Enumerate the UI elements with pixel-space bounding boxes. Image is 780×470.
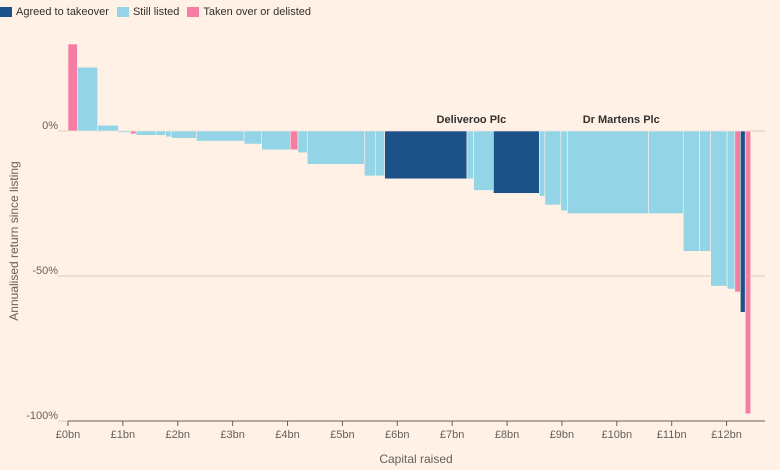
bar-still-listed <box>170 130 197 139</box>
annotation-deliveroo-plc: Deliveroo Plc <box>437 114 507 126</box>
bar-still-listed <box>682 130 700 252</box>
bar-still-listed <box>364 130 376 177</box>
x-tick-label: £3bn <box>220 429 244 441</box>
annotation-dr-martens-plc: Dr Martens Plc <box>583 114 660 126</box>
legend-label-still-listed: Still listed <box>132 6 180 18</box>
bar-still-listed <box>544 130 562 206</box>
y-tick-label: 0% <box>42 120 58 132</box>
bar-taken-over-or-delisted <box>744 130 752 415</box>
bar-still-listed <box>306 130 365 165</box>
bar-still-listed <box>77 66 98 132</box>
x-tick-label: £6bn <box>385 429 409 441</box>
bar-taken-over-or-delisted <box>734 130 741 293</box>
bar-agreed-to-takeover <box>493 130 540 194</box>
x-axis-title: Capital raised <box>379 452 452 466</box>
bar-still-listed <box>473 130 494 191</box>
x-tick-label: £1bn <box>111 429 135 441</box>
x-tick-label: £2bn <box>166 429 190 441</box>
legend-swatch-still-listed <box>116 7 129 17</box>
x-tick-label: £5bn <box>330 429 354 441</box>
bar-still-listed <box>726 130 736 290</box>
y-tick-label: -100% <box>26 410 58 422</box>
bar-still-listed <box>699 130 711 252</box>
bar-still-listed <box>97 124 119 132</box>
bar-still-listed <box>155 130 166 136</box>
bar-still-listed <box>118 130 131 133</box>
annotations-group: Deliveroo Plc Dr Martens Plc <box>437 114 660 126</box>
bar-still-listed <box>710 130 728 287</box>
legend-label-taken-over-or-delisted: Taken over or delisted <box>203 6 312 18</box>
legend-item-agreed-to-takeover: Agreed to takeover <box>0 6 109 18</box>
x-tick-label: £8bn <box>495 429 519 441</box>
x-tick-label: £10bn <box>602 429 633 441</box>
bars-group <box>67 43 752 415</box>
bar-still-listed <box>243 130 263 145</box>
x-tick-label: £7bn <box>440 429 464 441</box>
y-tick-label: -50% <box>32 265 58 277</box>
bar-still-listed <box>560 130 568 212</box>
bar-still-listed <box>539 130 546 197</box>
bar-still-listed <box>165 130 172 138</box>
bar-still-listed <box>466 130 474 180</box>
chart-legend: Agreed to takeover Still listed Taken ov… <box>0 6 311 18</box>
legend-item-still-listed: Still listed <box>116 6 180 18</box>
legend-swatch-agreed-to-takeover <box>0 7 12 17</box>
x-tick-label: £0bn <box>56 429 80 441</box>
bar-still-listed <box>567 130 649 214</box>
y-axis-title: Annualised return since listing <box>7 161 21 320</box>
bar-still-listed <box>135 130 157 136</box>
axes-group: £0bn £1bn £2bn £3bn £4bn £5bn £6bn £7bn £8bn £9bn… <box>56 420 765 441</box>
legend-swatch-taken-over-or-delisted <box>187 7 200 17</box>
bar-still-listed <box>375 130 385 177</box>
bar-taken-over-or-delisted <box>130 130 137 135</box>
bar-still-listed <box>196 130 245 142</box>
bar-still-listed <box>648 130 684 214</box>
x-tick-label: £11bn <box>657 429 687 441</box>
legend-item-taken-over-or-delisted: Taken over or delisted <box>187 6 311 18</box>
bar-taken-over-or-delisted <box>289 130 299 151</box>
x-tick-label: £9bn <box>550 429 574 441</box>
bar-still-listed <box>297 130 308 154</box>
legend-label-agreed-to-takeover: Agreed to takeover <box>16 6 109 18</box>
bar-agreed-to-takeover <box>740 130 746 313</box>
bar-taken-over-or-delisted <box>67 43 78 132</box>
x-tick-label: £12bn <box>711 429 742 441</box>
bar-still-listed <box>261 130 291 151</box>
bar-agreed-to-takeover <box>384 130 468 180</box>
x-tick-label: £4bn <box>275 429 299 441</box>
